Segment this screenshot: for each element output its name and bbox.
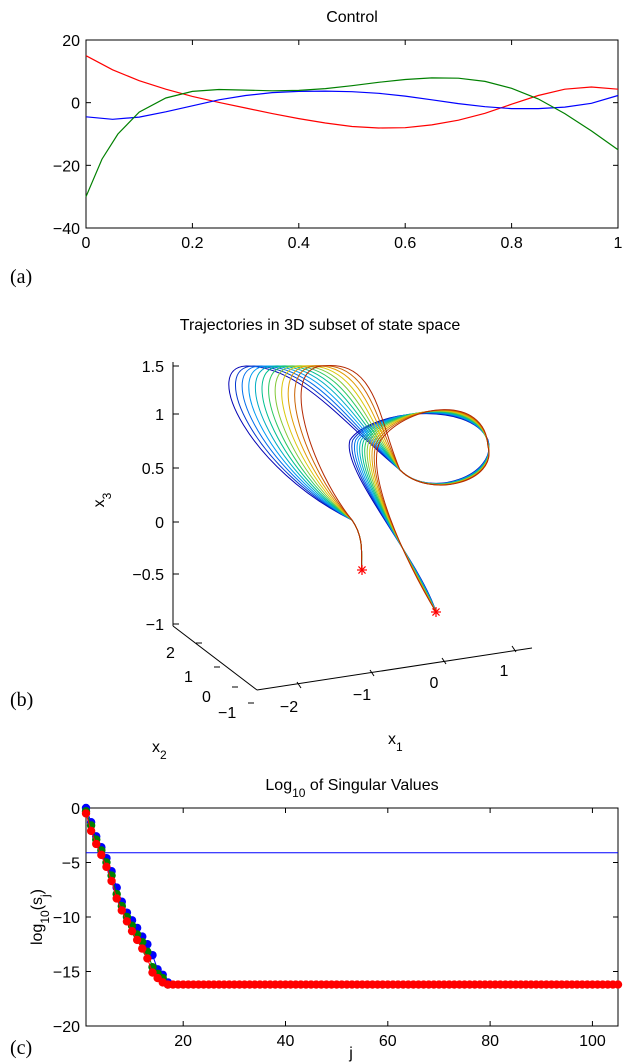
- x-tick-label: 0.4: [288, 235, 310, 252]
- panel-b-xlabel: x1: [388, 731, 403, 754]
- x-tick-label: 60: [379, 1033, 397, 1050]
- panel-a-axes-box: [85, 39, 619, 229]
- svg-text:x3: x3: [91, 492, 114, 507]
- panel-c-ylabel: log10(sj): [29, 889, 52, 945]
- panel-c-label: (c): [10, 1037, 32, 1059]
- marker-stroke: [432, 608, 440, 616]
- x-tick-label: 1: [500, 663, 509, 680]
- x-tick-label: 0.8: [500, 235, 522, 252]
- x-tick-mark: [511, 645, 517, 653]
- x-tick-mark: [296, 681, 302, 689]
- singular-value-point: [81, 809, 91, 818]
- y-tick-label: −5: [62, 856, 80, 873]
- singular-value-point: [148, 968, 157, 977]
- singular-value-point: [122, 917, 132, 926]
- y-tick-label: −15: [53, 965, 80, 982]
- panel-b-title: Trajectories in 3D subset of state space: [180, 317, 461, 334]
- panel-b-zlabel: x3: [91, 492, 114, 507]
- x-tick-label: 1: [614, 235, 623, 252]
- singular-value-point: [132, 935, 142, 945]
- panel-c-title: Log10 of Singular Values: [265, 777, 438, 800]
- y-tick-label: 1: [184, 669, 193, 686]
- y-tick-label: 2: [166, 645, 175, 662]
- singular-value-point: [92, 839, 101, 849]
- x-tick-label: 100: [579, 1033, 606, 1050]
- y-tick-label: 0: [71, 801, 80, 818]
- panel-c-series: [81, 803, 623, 989]
- trajectory-line: [300, 365, 490, 613]
- y-tick-label: −40: [53, 221, 80, 238]
- singular-value-point: [112, 894, 121, 903]
- x-tick-label: 20: [174, 1033, 192, 1050]
- trajectory-line: [228, 365, 490, 613]
- y-axis-line: [172, 625, 258, 691]
- y-tick-label: 0: [71, 96, 80, 113]
- z-tick-label: −0.5: [132, 567, 164, 584]
- y-tick-label: −20: [53, 158, 80, 175]
- singular-value-line: [85, 813, 618, 986]
- x-axis-line: [256, 647, 533, 691]
- y-tick-label: 0: [202, 689, 211, 706]
- svg-text:log10(sj): log10(sj): [29, 889, 52, 945]
- singular-value-point: [86, 826, 96, 836]
- marker-stroke: [358, 566, 366, 574]
- panel-b-trajectories: [228, 365, 490, 617]
- singular-value-point: [97, 850, 106, 860]
- panel-c-axes-box: [85, 807, 619, 1027]
- y-tick-label: 20: [62, 33, 80, 50]
- z-tick-label: 0: [155, 515, 164, 532]
- start-marker: [431, 607, 441, 617]
- x-tick-label: 0.2: [181, 235, 203, 252]
- x-tick-mark: [369, 669, 375, 677]
- panel-a-title: Control: [326, 9, 378, 26]
- singular-value-point: [127, 926, 137, 936]
- y-tick-label: −20: [53, 1019, 80, 1036]
- panel-c: Log10 of Singular Values 20 40 60 80 100 0 −5 −…: [10, 777, 623, 1062]
- panel-c-ticks: 20 40 60 80 100 0 −5 −10 −15 −20: [53, 801, 618, 1050]
- panel-b-label: (b): [10, 689, 33, 711]
- x-tick-label: 80: [481, 1033, 499, 1050]
- y-tick-label: −10: [53, 910, 80, 927]
- singular-value-point: [102, 862, 111, 872]
- start-marker: [357, 565, 367, 575]
- z-tick-label: 0.5: [142, 461, 164, 478]
- panel-a-label: (a): [10, 266, 32, 288]
- singular-value-point: [143, 954, 152, 963]
- x-tick-label: 0: [82, 235, 91, 252]
- x-tick-mark: [441, 657, 447, 665]
- panel-b-axes: [172, 362, 533, 691]
- panel-b-ylabel: x2: [152, 739, 167, 762]
- panel-a: Control 0 0.2 0.4 0.6 0.8 1 20 0 −20 −40 (a): [10, 9, 623, 288]
- singular-value-point: [613, 980, 623, 989]
- control-series-line: [85, 90, 619, 120]
- singular-value-point: [107, 876, 116, 886]
- control-series-line: [85, 55, 619, 129]
- panel-b: Trajectories in 3D subset of state space…: [10, 317, 533, 762]
- y-tick-label: −1: [218, 705, 236, 722]
- x-tick-label: 0.6: [394, 235, 416, 252]
- panel-c-xlabel: j: [348, 1045, 353, 1062]
- singular-value-point: [117, 906, 127, 915]
- panel-a-series: [85, 55, 619, 197]
- panel-a-ticks: 0 0.2 0.4 0.6 0.8 1 20 0 −20 −40: [53, 33, 623, 252]
- x-tick-label: 0: [430, 675, 439, 692]
- z-tick-label: 1: [155, 407, 164, 424]
- x-tick-label: −2: [280, 699, 298, 716]
- control-series-line: [85, 77, 619, 197]
- x-tick-label: 40: [277, 1033, 295, 1050]
- x-tick-label: −1: [353, 687, 371, 704]
- singular-value-point: [138, 944, 147, 953]
- z-tick-label: −1: [146, 617, 164, 634]
- z-tick-label: 1.5: [142, 359, 164, 376]
